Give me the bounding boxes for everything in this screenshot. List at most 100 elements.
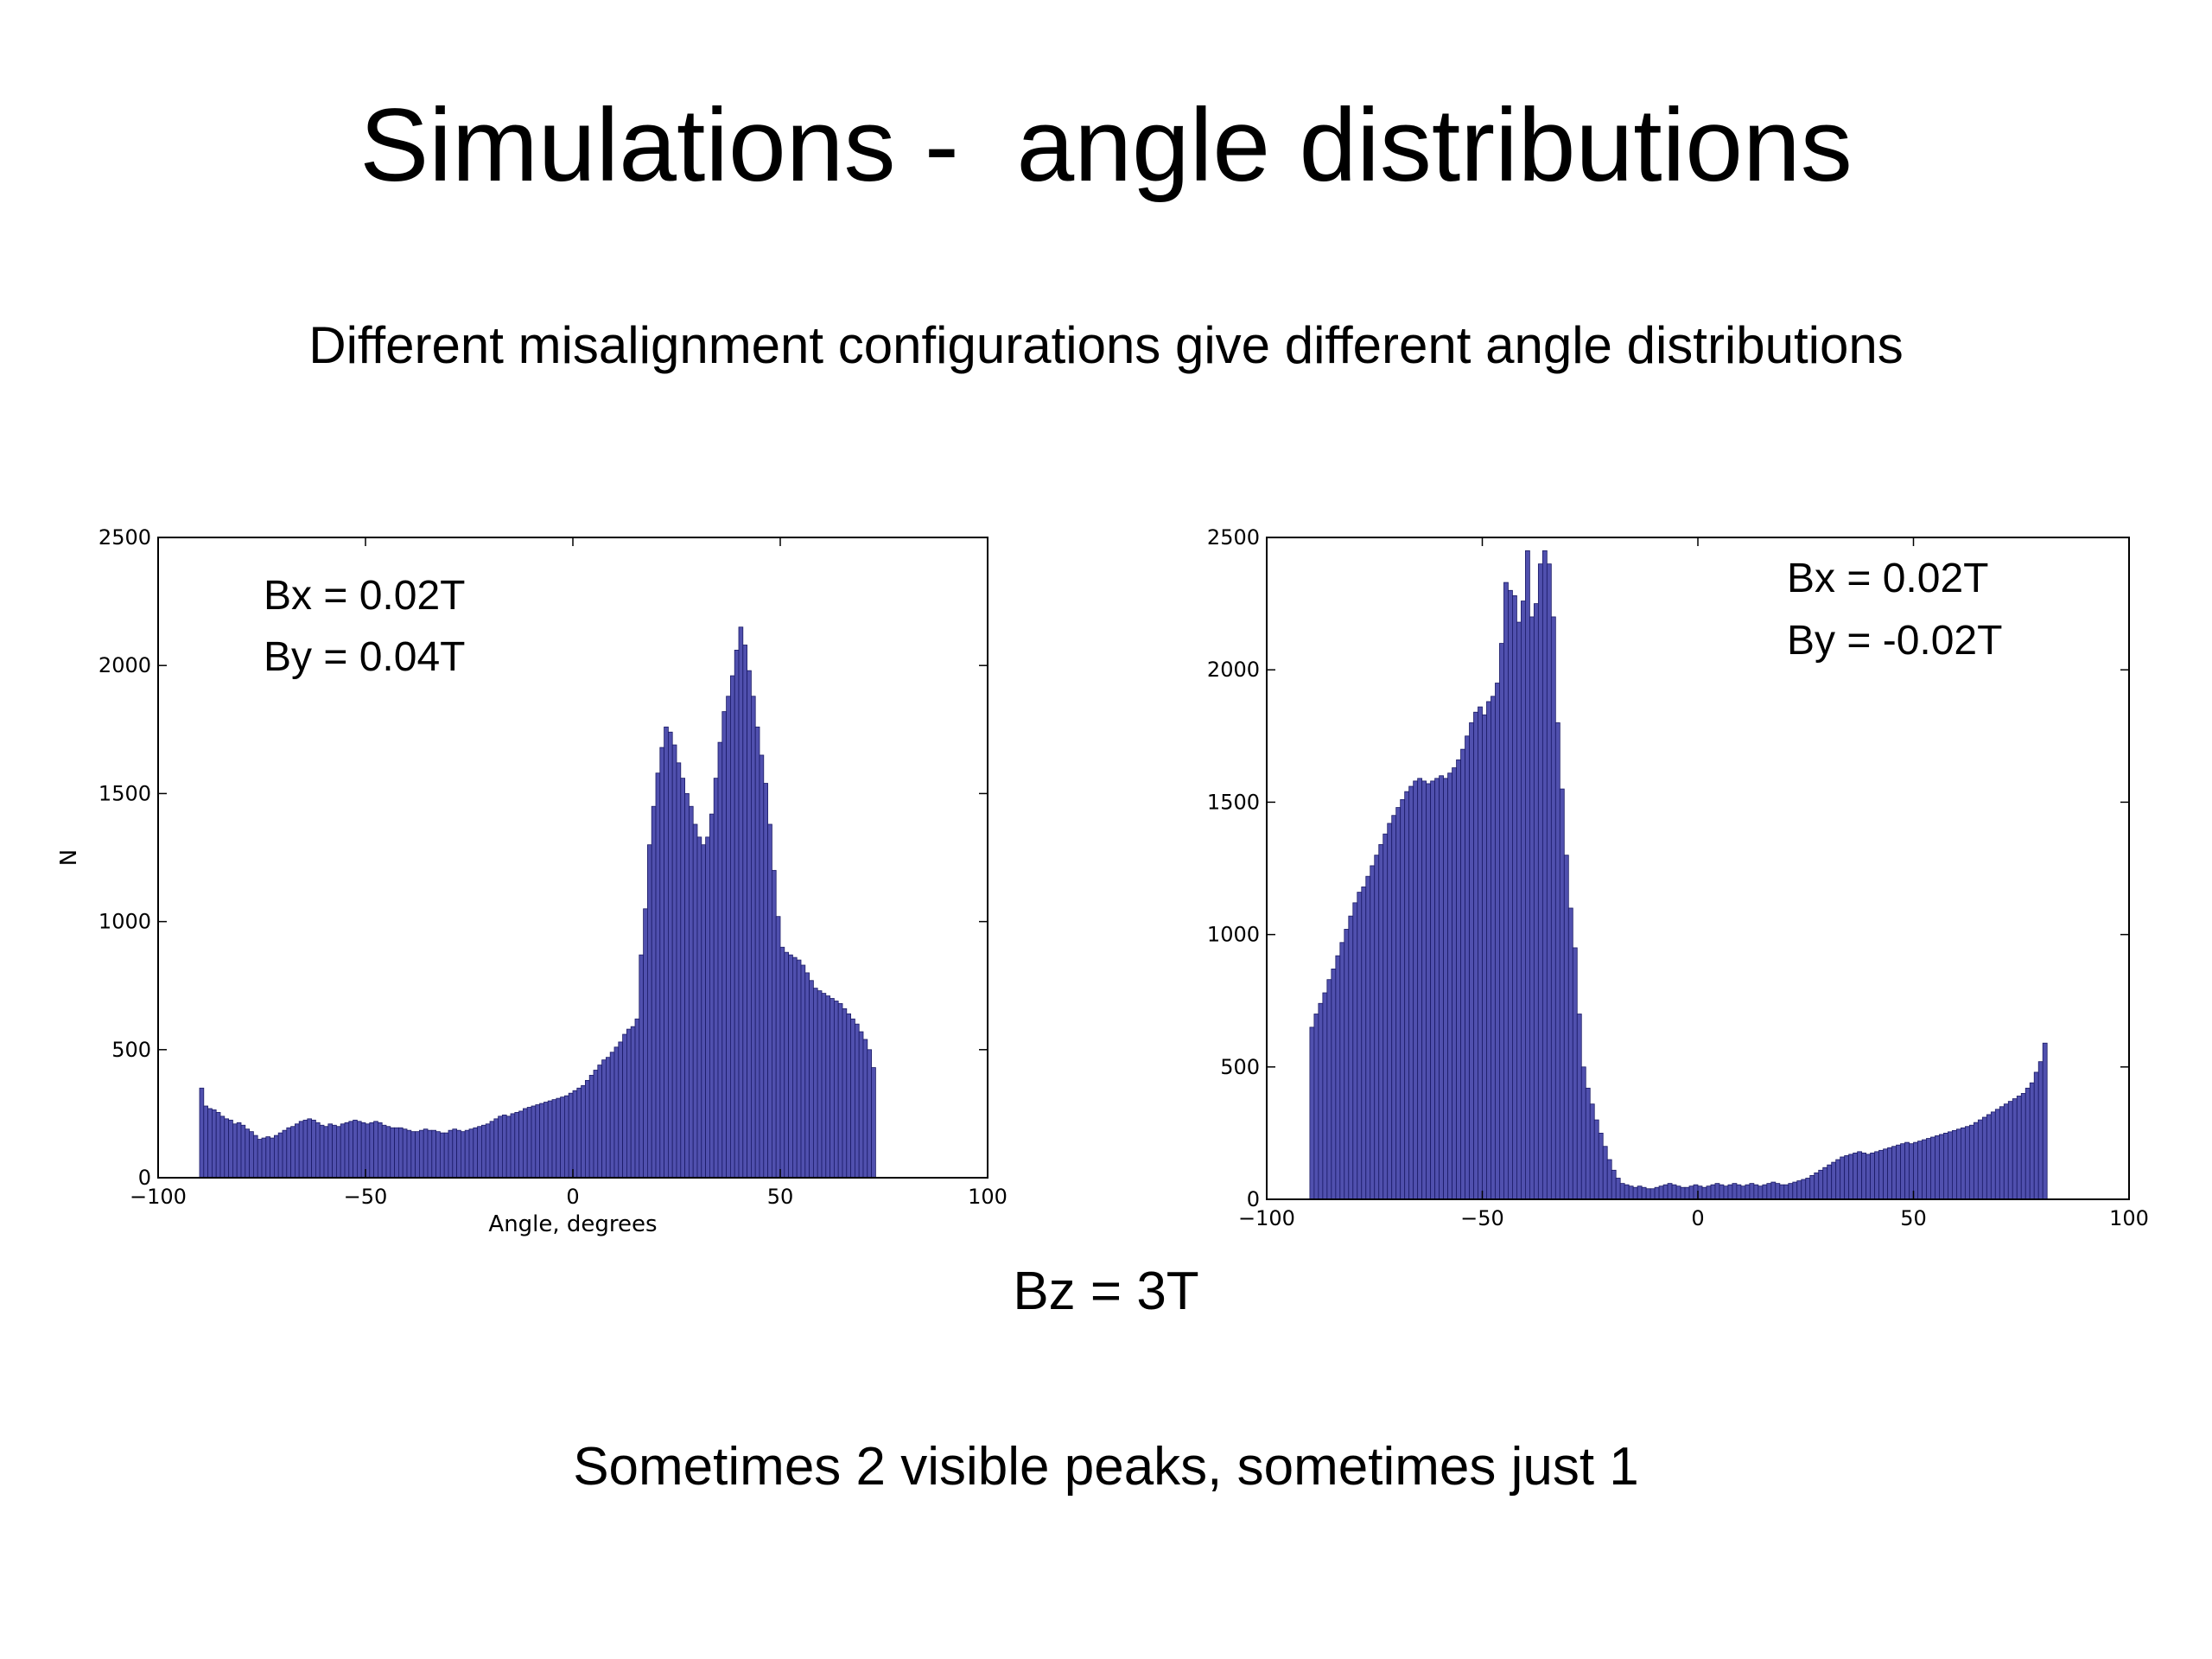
histogram-bar <box>1525 550 1530 1200</box>
histogram-bar <box>1904 1141 1910 1200</box>
histogram-bar <box>1870 1152 1875 1200</box>
histogram-bar <box>1926 1138 1931 1200</box>
histogram-bar <box>1529 616 1535 1200</box>
histogram-bar <box>2042 1042 2048 1200</box>
x-tick-label: 50 <box>1900 1206 1927 1230</box>
histogram-bar <box>1516 621 1522 1200</box>
x-tick-label: −50 <box>1460 1206 1504 1230</box>
histogram-bar <box>1611 1169 1617 1200</box>
y-tick-label: 2000 <box>99 653 151 677</box>
field-annotation: Bx = 0.02T <box>264 573 465 619</box>
histogram-bar <box>2012 1098 2018 1200</box>
histogram-bar <box>1822 1166 1828 1200</box>
x-tick-label: 0 <box>566 1185 579 1209</box>
histogram-bar <box>2003 1103 2009 1200</box>
y-tick-label: 0 <box>138 1166 151 1190</box>
histogram-bar <box>1727 1184 1733 1200</box>
histogram-bar <box>1736 1184 1742 1200</box>
histogram-bar <box>1981 1116 1987 1200</box>
x-tick-label: −50 <box>344 1185 388 1209</box>
histogram-bar <box>1430 780 1436 1200</box>
histogram-bar <box>1344 929 1350 1200</box>
histogram-bar <box>1952 1129 1957 1200</box>
histogram-bar <box>1318 1002 1324 1200</box>
histogram-bar <box>1434 778 1440 1200</box>
histogram-bar <box>2020 1093 2026 1200</box>
histogram-bar <box>1576 1014 1582 1200</box>
histogram-bar <box>1935 1135 1940 1200</box>
histogram-bar <box>2007 1101 2013 1200</box>
histogram-bar <box>1637 1185 1643 1200</box>
histogram-bar <box>1745 1184 1751 1200</box>
y-tick-label: 2500 <box>1207 525 1260 550</box>
slide-footer: Sometimes 2 visible peaks, sometimes jus… <box>573 1437 1639 1497</box>
histogram-bar <box>1482 714 1487 1200</box>
histogram-bar <box>1580 1066 1586 1200</box>
histogram-bar <box>1973 1122 1979 1200</box>
histogram-bar <box>1326 979 1332 1200</box>
histogram-bar <box>1878 1149 1884 1200</box>
histogram-bar <box>1546 563 1552 1200</box>
histogram-bar <box>1662 1184 1669 1200</box>
histogram-bar <box>1770 1181 1777 1200</box>
histogram-bar <box>1943 1133 1948 1200</box>
y-tick-label: 500 <box>1220 1055 1260 1079</box>
field-annotation: Bx = 0.02T <box>1787 556 1988 601</box>
histogram-bar <box>1896 1144 1901 1200</box>
histogram-bar <box>1395 807 1402 1200</box>
histogram-bar <box>1960 1127 1966 1200</box>
histogram-bar <box>1615 1178 1621 1200</box>
histogram-bar <box>1701 1186 1707 1200</box>
histogram-bar <box>1649 1188 1656 1200</box>
histogram-bar <box>1499 643 1504 1200</box>
histogram-bar <box>2037 1061 2044 1200</box>
histogram-bar <box>1331 969 1337 1200</box>
histogram-bar <box>1723 1185 1729 1200</box>
y-tick-label: 1000 <box>1207 923 1260 947</box>
histogram-bar <box>1585 1087 1591 1200</box>
histogram-bar <box>1400 798 1406 1200</box>
slide-subtitle: Different misalignment configurations gi… <box>308 316 1904 374</box>
x-tick-label: 0 <box>1691 1206 1704 1230</box>
histogram-bar <box>1866 1154 1872 1200</box>
histogram-bar <box>1788 1183 1794 1200</box>
histogram-bar <box>1955 1128 1961 1200</box>
histogram-bar <box>1684 1186 1690 1200</box>
histogram-bar <box>1887 1147 1892 1200</box>
histogram-bar <box>1706 1185 1712 1200</box>
histogram-bar <box>1861 1152 1867 1200</box>
histogram-bar <box>1658 1185 1664 1200</box>
histogram-bar <box>1883 1148 1888 1200</box>
histogram-bar <box>1805 1178 1811 1200</box>
histogram-bar <box>1809 1175 1815 1200</box>
histogram-bar <box>1387 823 1393 1200</box>
histogram-bar <box>1671 1184 1677 1200</box>
histogram-bar <box>1939 1134 1944 1200</box>
y-tick-label: 0 <box>1247 1187 1260 1211</box>
histogram-bar <box>1452 767 1457 1200</box>
histogram-bar <box>2016 1096 2022 1200</box>
histogram-bar <box>1917 1141 1923 1200</box>
histogram-bar <box>1766 1183 1772 1200</box>
histogram-bar <box>1624 1184 1630 1200</box>
histogram-bar <box>1426 783 1432 1200</box>
histogram-bar <box>1948 1131 1953 1200</box>
histogram-bar <box>1688 1185 1694 1200</box>
x-tick-label: −100 <box>130 1185 187 1209</box>
histogram-bar <box>1968 1124 1974 1200</box>
histogram-bar <box>1550 616 1556 1200</box>
histogram-bar <box>1491 696 1496 1200</box>
histogram-bar <box>1732 1183 1738 1200</box>
histogram-bar <box>1831 1161 1837 1200</box>
histogram-bar <box>1439 775 1444 1200</box>
histogram-bar <box>1900 1143 1905 1200</box>
histogram-bar <box>1994 1109 2000 1200</box>
histogram-bar <box>1404 791 1410 1200</box>
histogram-bar <box>1710 1184 1716 1200</box>
histogram-bar <box>1421 780 1427 1200</box>
histogram-bar <box>2033 1071 2039 1200</box>
histogram-bar <box>1999 1106 2005 1200</box>
histogram-bar <box>1783 1184 1789 1200</box>
histogram-bar <box>1460 748 1465 1200</box>
